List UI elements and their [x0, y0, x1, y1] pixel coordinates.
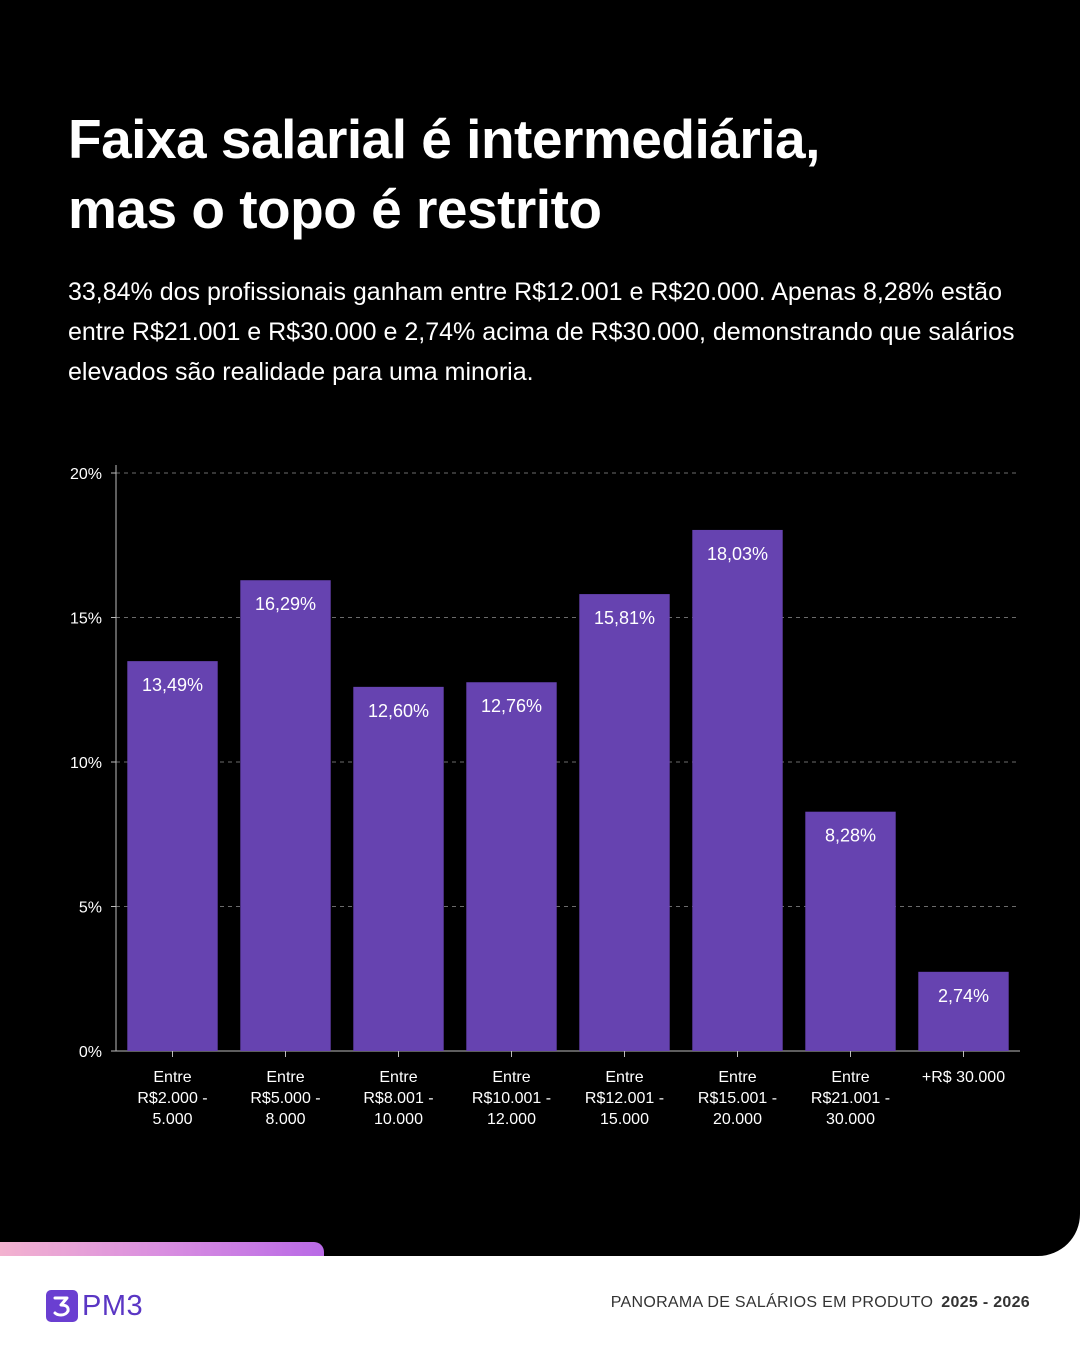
bar-value-label: 12,76%: [481, 696, 542, 716]
bar: [692, 529, 783, 1051]
x-tick-label: R$21.001 -: [811, 1090, 890, 1107]
content-card: Faixa salarial é intermediária, mas o to…: [0, 0, 1080, 1256]
bar: [805, 811, 896, 1051]
x-tick-label: R$15.001 -: [698, 1090, 777, 1107]
footer-report-name: PANORAMA DE SALÁRIOS EM PRODUTO: [610, 1294, 934, 1311]
x-tick-label: Entre: [379, 1069, 417, 1086]
x-tick-label: R$2.000 -: [137, 1090, 207, 1107]
bar-chart: 0% 5% 10% 15% 20% 13,49% Entre R$2.000 - 5.000 16…: [70, 465, 1020, 1128]
page-subtitle: 33,84% dos profissionais ganham entre R$…: [68, 278, 1015, 386]
footer-report-label: PANORAMA DE SALÁRIOS EM PRODUTO 2025 - 20…: [611, 1294, 1030, 1312]
x-tick-label: Entre: [718, 1069, 756, 1086]
bar-value-label: 18,03%: [707, 544, 768, 564]
bar: [918, 971, 1009, 1051]
x-tick-label: +R$ 30.000: [922, 1069, 1005, 1086]
x-tick-label: R$8.001 -: [363, 1090, 433, 1107]
page-title: Faixa salarial é intermediária, mas o to…: [68, 104, 1028, 244]
x-tick-label: 10.000: [374, 1111, 423, 1128]
bar: [466, 682, 557, 1051]
decorative-gradient-bar: [0, 1242, 324, 1256]
x-tick-label: 20.000: [713, 1111, 762, 1128]
x-tick-label: Entre: [153, 1069, 191, 1086]
x-tick-label: R$10.001 -: [472, 1090, 551, 1107]
bar-value-label: 8,28%: [825, 826, 876, 846]
y-tick-label: 5%: [79, 900, 102, 917]
y-tick-label: 20%: [70, 466, 102, 483]
logo-text: PM3: [82, 1289, 144, 1322]
x-tick-label: 8.000: [265, 1111, 305, 1128]
title-line-2: mas o topo é restrito: [68, 178, 602, 240]
y-tick-label: 0%: [79, 1044, 102, 1061]
x-tick-label: Entre: [605, 1069, 643, 1086]
bar-value-label: 13,49%: [142, 675, 203, 695]
bar-value-label: 16,29%: [255, 594, 316, 614]
pm3-logo: PM3: [46, 1289, 143, 1323]
x-tick-label: 12.000: [487, 1111, 536, 1128]
logo-three-icon: [53, 1296, 70, 1317]
x-tick-label: 5.000: [152, 1111, 192, 1128]
x-tick-label: 30.000: [826, 1111, 875, 1128]
bar-value-label: 2,74%: [938, 986, 989, 1006]
bar-value-label: 12,60%: [368, 701, 429, 721]
footer-years: 2025 - 2026: [941, 1294, 1030, 1311]
x-tick-label: R$5.000 -: [250, 1090, 320, 1107]
x-tick-label: Entre: [831, 1069, 869, 1086]
bar: [240, 580, 331, 1051]
bar: [353, 686, 444, 1051]
y-tick-label: 15%: [70, 611, 102, 628]
bar: [579, 594, 670, 1051]
x-tick-label: Entre: [266, 1069, 304, 1086]
y-tick-label: 10%: [70, 755, 102, 772]
bar-value-label: 15,81%: [594, 608, 655, 628]
x-tick-label: Entre: [492, 1069, 530, 1086]
bar: [127, 661, 218, 1051]
x-tick-label: R$12.001 -: [585, 1090, 664, 1107]
x-tick-label: 15.000: [600, 1111, 649, 1128]
logo-mark-icon: [46, 1290, 78, 1322]
title-line-1: Faixa salarial é intermediária,: [68, 108, 820, 170]
